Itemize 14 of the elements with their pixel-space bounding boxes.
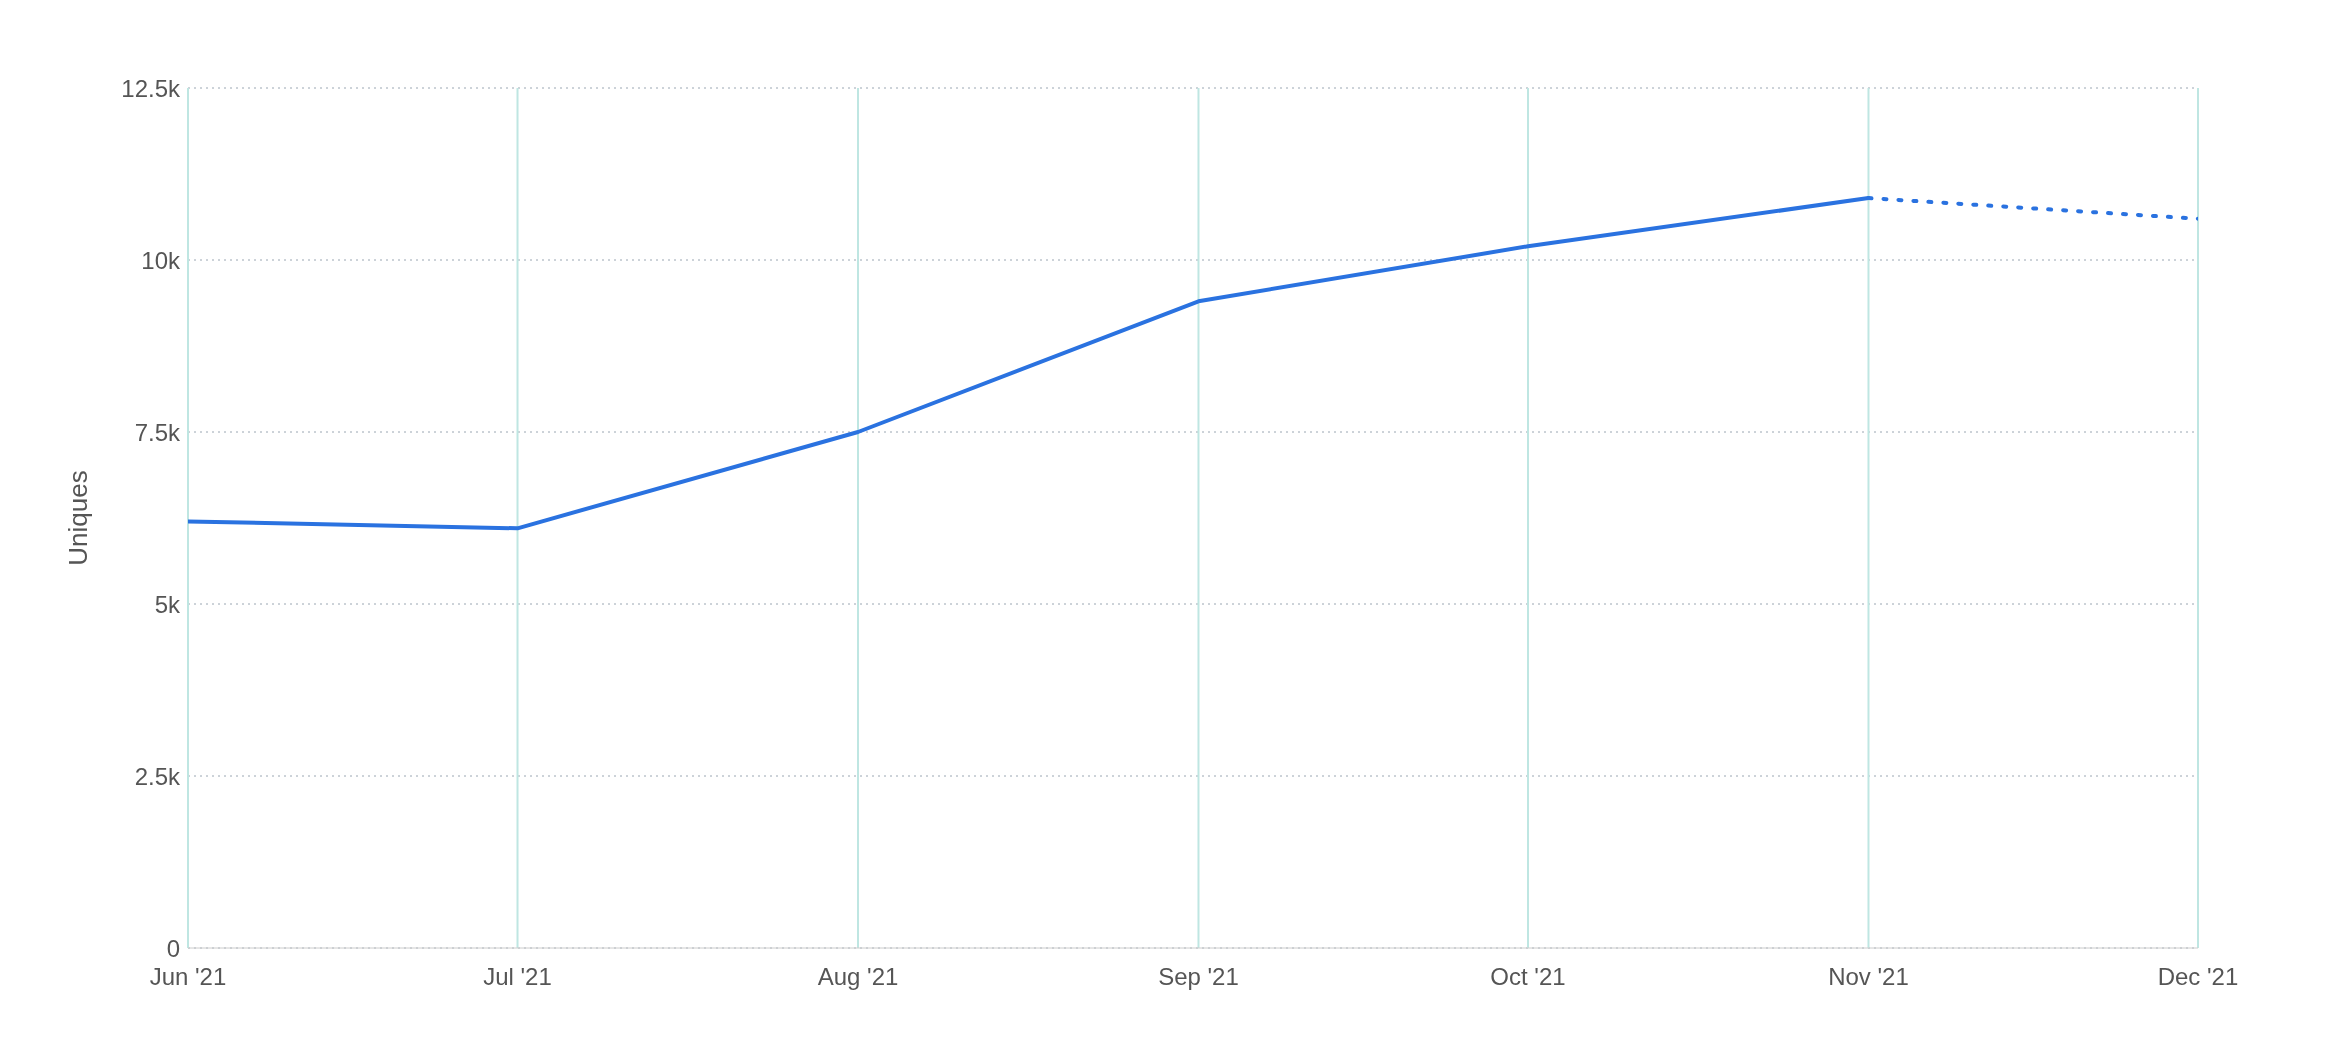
y-tick-label: 7.5k xyxy=(134,418,181,446)
y-tick-label: 0 xyxy=(166,934,180,962)
y-tick-label: 12.5k xyxy=(121,74,181,102)
x-tick-label: Jul '21 xyxy=(483,963,552,991)
y-axis-title: Uniques xyxy=(63,470,94,566)
x-tick-label: Nov '21 xyxy=(1828,963,1909,991)
x-tick-label: Sep '21 xyxy=(1158,963,1239,991)
y-tick-label: 10k xyxy=(141,246,181,274)
x-tick-label: Aug '21 xyxy=(817,963,899,991)
x-tick-label: Jun '21 xyxy=(149,963,227,991)
y-tick-label: 5k xyxy=(154,590,181,618)
y-tick-label: 2.5k xyxy=(134,762,181,790)
x-tick-label: Dec '21 xyxy=(2157,963,2239,991)
x-tick-label: Oct '21 xyxy=(1490,963,1566,991)
